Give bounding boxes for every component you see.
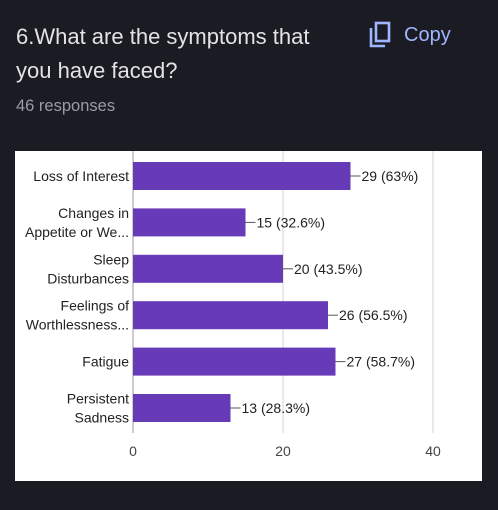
copy-button[interactable]: Copy (368, 20, 451, 50)
bar (133, 394, 231, 422)
data-label: 15 (32.6%) (257, 214, 325, 230)
bar (133, 347, 336, 376)
bar (133, 254, 283, 283)
x-tick-label: 0 (129, 443, 137, 459)
chart-card: 0 20 40 Loss of Interest 29 (63%) Changes in A… (15, 151, 482, 481)
category-label: Worthlessness... (26, 317, 129, 333)
x-tick-label: 40 (425, 443, 441, 459)
x-tick-label: 20 (275, 443, 291, 459)
category-label: Sadness (75, 410, 129, 426)
category-label: Loss of Interest (33, 168, 129, 184)
data-label: 29 (63%) (362, 168, 419, 184)
bar-chart: 0 20 40 Loss of Interest 29 (63%) Changes in A… (25, 151, 441, 459)
category-label: Appetite or We... (25, 224, 129, 240)
question-title: 6.What are the symptoms that you have fa… (16, 24, 310, 83)
bar (133, 162, 351, 190)
category-label: Persistent (67, 391, 129, 407)
copy-label: Copy (404, 23, 451, 46)
category-label: Fatigue (82, 354, 129, 370)
bar (133, 301, 328, 330)
data-label: 20 (43.5%) (294, 261, 362, 277)
category-label: Feelings of (61, 298, 130, 314)
bar (133, 208, 246, 237)
category-label: Disturbances (47, 270, 129, 286)
data-label: 27 (58.7%) (347, 354, 415, 370)
data-label: 26 (56.5%) (339, 307, 407, 323)
response-count: 46 responses (16, 97, 116, 115)
category-label: Changes in (58, 205, 129, 221)
category-label: Sleep (93, 251, 129, 267)
copy-icon (368, 21, 392, 49)
data-label: 13 (28.3%) (242, 400, 310, 416)
